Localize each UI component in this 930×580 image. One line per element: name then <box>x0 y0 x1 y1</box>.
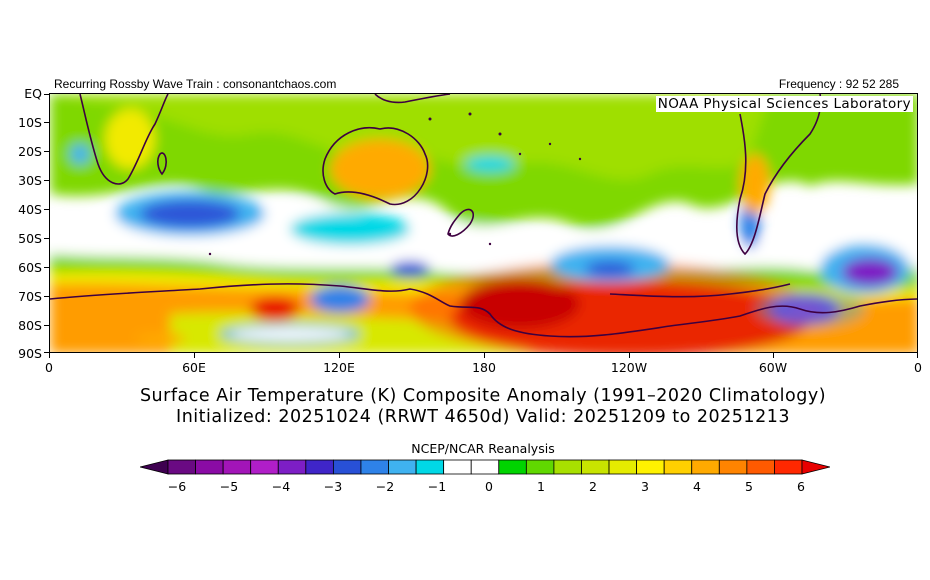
colorbar-swatch <box>443 459 472 475</box>
midlat-white-band <box>50 203 917 269</box>
lab-label: NOAA Physical Sciences Laboratory <box>655 96 913 112</box>
colorbar-swatch <box>498 459 527 475</box>
lon-tick <box>917 353 918 358</box>
colorbar-swatch <box>388 459 417 475</box>
lon-label: 0 <box>45 360 53 375</box>
colorbar-swatch <box>608 459 638 475</box>
lon-tick <box>194 353 195 358</box>
colorbar-tick-label: 6 <box>797 479 805 494</box>
lat-label: 80S <box>18 318 42 333</box>
header-source-text: Recurring Rossby Wave Train : consonantc… <box>54 77 337 91</box>
colorbar-tick-label: 1 <box>537 479 545 494</box>
lat-tick <box>44 352 49 353</box>
lon-label: 0 <box>914 360 922 375</box>
colorbar-swatch <box>663 459 693 475</box>
colorbar-tick-label: −6 <box>167 479 187 494</box>
lat-tick <box>44 122 49 123</box>
tropical-light-green <box>50 94 770 180</box>
colorbar-swatch <box>581 459 610 475</box>
lon-tick <box>773 353 774 358</box>
colorbar-swatch <box>470 459 500 475</box>
lat-label: 30S <box>18 173 42 188</box>
lat-tick <box>44 296 49 297</box>
colorbar <box>140 459 830 475</box>
colorbar-swatch <box>774 459 803 475</box>
colorbar-swatch <box>746 459 775 475</box>
lat-label: 10S <box>18 115 42 130</box>
colorbar-swatch <box>277 459 307 475</box>
lon-tick <box>339 353 340 358</box>
lon-label: 180 <box>472 360 496 375</box>
colorbar-swatch <box>360 459 389 475</box>
coastlines <box>50 94 917 338</box>
lat-tick <box>44 267 49 268</box>
colorbar-tick-label: 3 <box>641 479 649 494</box>
lon-label: 60W <box>758 360 788 375</box>
colorbar-low-arrow <box>140 459 169 475</box>
lon-label: 120W <box>610 360 648 375</box>
colorbar-tick-label: 4 <box>693 479 701 494</box>
colorbar-swatch <box>195 459 224 475</box>
colorbar-swatch <box>636 459 665 475</box>
colorbar-tick-label: 5 <box>745 479 753 494</box>
colorbar-tick-label: −3 <box>323 479 343 494</box>
colorbar-swatch <box>332 459 362 475</box>
lat-tick <box>44 325 49 326</box>
colorbar-swatch <box>250 459 279 475</box>
colorbar-swatch <box>415 459 445 475</box>
colorbar-tick-label: 0 <box>485 479 493 494</box>
colorbar-title: NCEP/NCAR Reanalysis <box>411 441 555 456</box>
lat-label: 20S <box>18 144 42 159</box>
map-title: Surface Air Temperature (K) Composite An… <box>139 386 827 406</box>
anomaly-map-canvas <box>50 94 917 352</box>
colorbar-high-arrow <box>801 459 830 475</box>
colorbar-swatch <box>553 459 582 475</box>
colorbar-swatch <box>167 459 196 475</box>
colorbar-tick-label: −5 <box>219 479 239 494</box>
lat-tick <box>44 151 49 152</box>
lat-label: 50S <box>18 231 42 246</box>
lat-label: EQ <box>24 86 42 101</box>
lon-label: 120E <box>323 360 355 375</box>
lat-tick <box>44 180 49 181</box>
lat-tick <box>44 238 49 239</box>
colorbar-swatch <box>718 459 748 475</box>
lon-tick <box>629 353 630 358</box>
colorbar-swatch <box>222 459 252 475</box>
colorbar-swatch <box>525 459 555 475</box>
islands <box>208 112 582 256</box>
lat-tick <box>44 94 49 95</box>
lat-label: 40S <box>18 202 42 217</box>
lon-tick <box>49 353 50 358</box>
lat-label: 60S <box>18 260 42 275</box>
colorbar-tick-label: −4 <box>271 479 291 494</box>
map-subtitle: Initialized: 20251024 (RRWT 4650d) Valid… <box>176 407 790 427</box>
lon-label: 60E <box>182 360 206 375</box>
lon-tick <box>484 353 485 358</box>
colorbar-swatch <box>691 459 720 475</box>
colorbar-tick-label: −1 <box>427 479 447 494</box>
colorbar-tick-label: −2 <box>375 479 395 494</box>
colorbar-tick-label: 2 <box>589 479 597 494</box>
anomaly-map: NOAA Physical Sciences Laboratory <box>49 93 918 353</box>
colorbar-swatch <box>305 459 334 475</box>
header-frequency-text: Frequency : 92 52 285 <box>778 77 899 91</box>
lat-label: 70S <box>18 289 42 304</box>
lat-label: 90S <box>18 346 42 361</box>
lat-tick <box>44 209 49 210</box>
